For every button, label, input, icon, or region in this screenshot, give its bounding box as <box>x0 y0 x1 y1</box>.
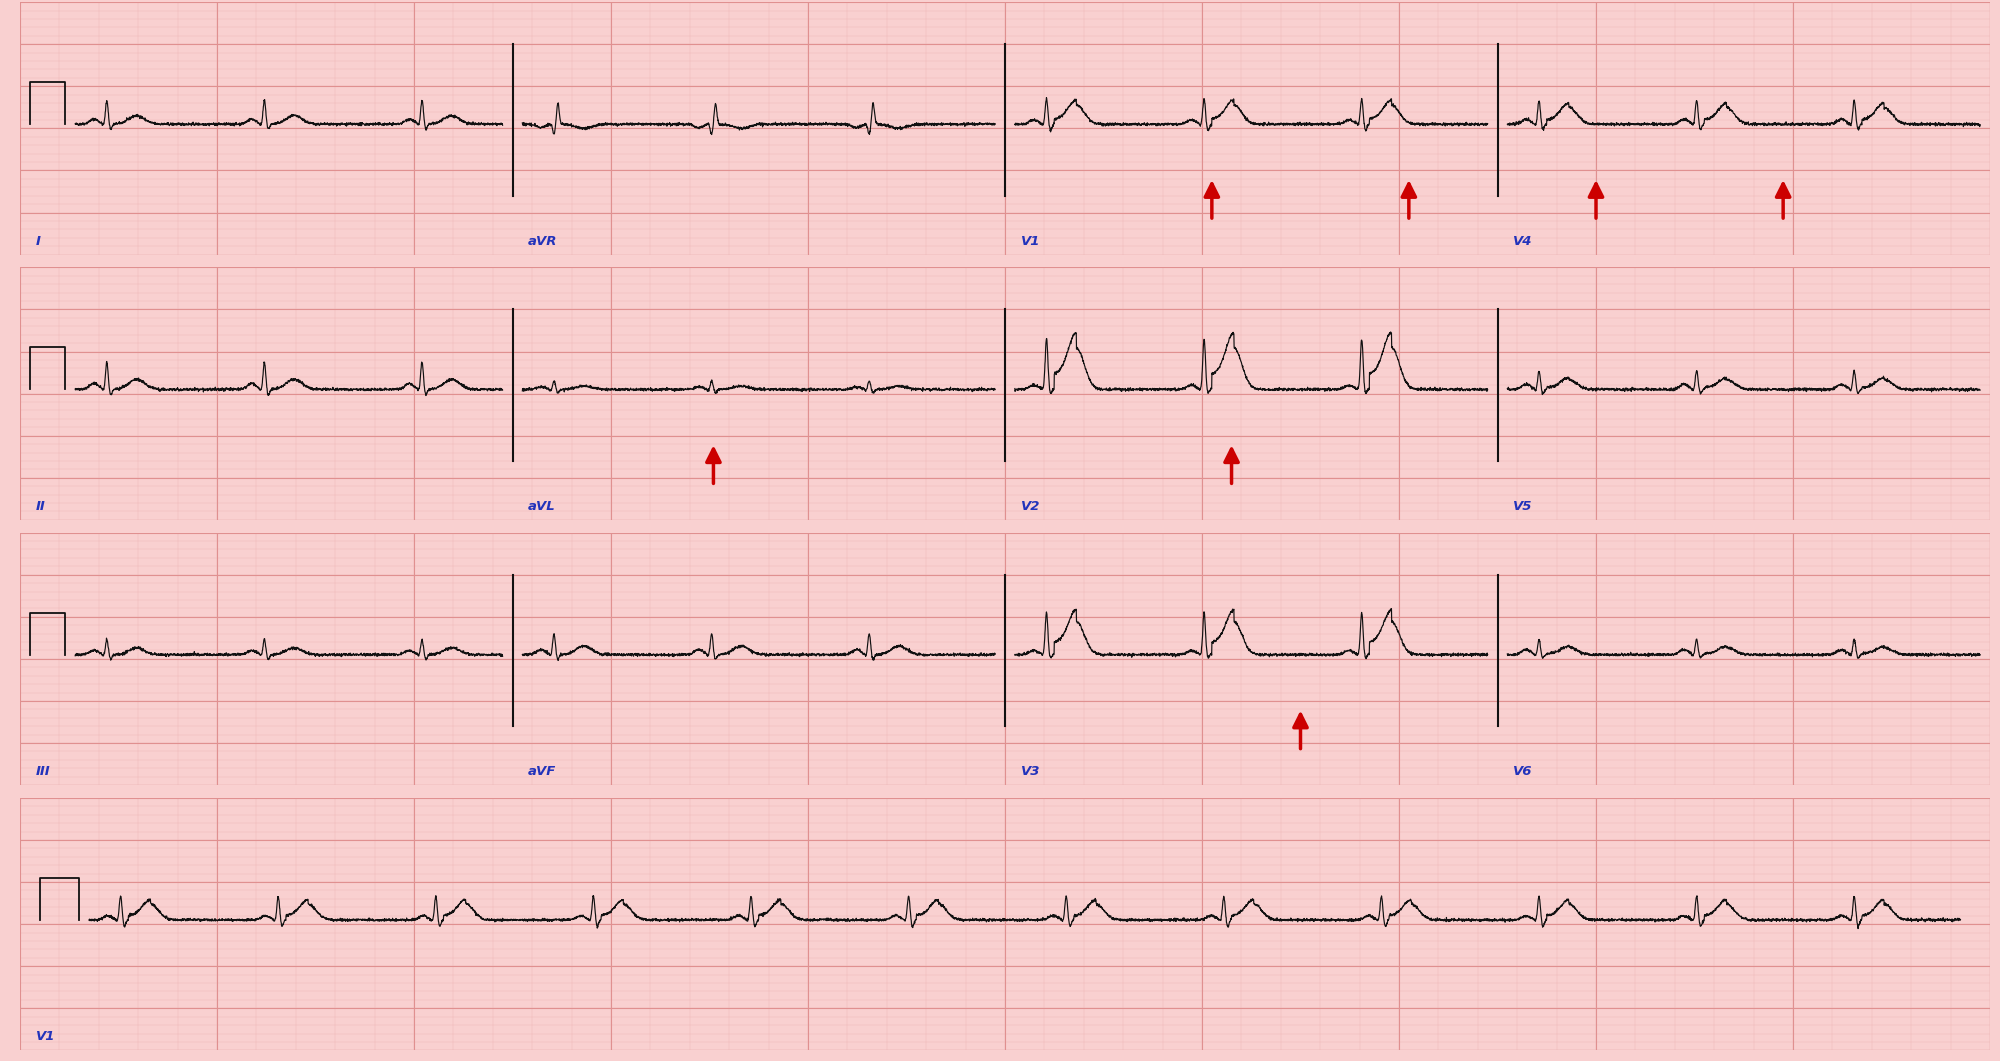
Text: V5: V5 <box>1514 500 1532 512</box>
Text: V2: V2 <box>1020 500 1040 512</box>
Text: V1: V1 <box>36 1030 56 1043</box>
Text: aVR: aVR <box>528 234 558 247</box>
Text: III: III <box>36 765 50 778</box>
Text: V1: V1 <box>1020 234 1040 247</box>
Text: V3: V3 <box>1020 765 1040 778</box>
Text: V6: V6 <box>1514 765 1532 778</box>
Text: I: I <box>36 234 40 247</box>
Text: aVF: aVF <box>528 765 556 778</box>
Text: aVL: aVL <box>528 500 556 512</box>
Text: V4: V4 <box>1514 234 1532 247</box>
Text: II: II <box>36 500 46 512</box>
